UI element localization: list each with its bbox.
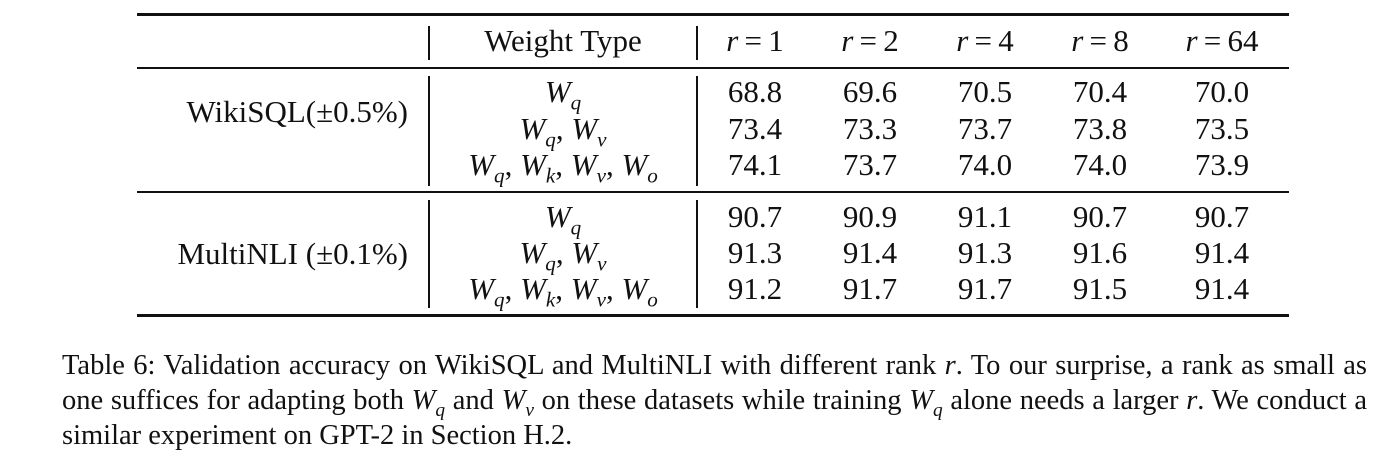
accuracy-value: 74.1	[727, 147, 783, 182]
weight-type-cell: Wq, Wv	[519, 235, 607, 276]
accuracy-value: 73.9	[1194, 147, 1250, 182]
accuracy-value: 70.0	[1194, 74, 1250, 109]
accuracy-value: 91.6	[1072, 235, 1128, 270]
group2-separator-left	[428, 200, 430, 308]
dataset-label: MultiNLI (±0.1%)	[177, 236, 408, 271]
weight-type-header: Weight Type	[484, 23, 642, 58]
rank-variable: r	[726, 23, 739, 58]
rank-header-64: r = 64	[1185, 23, 1259, 58]
accuracy-value: 73.7	[842, 147, 898, 182]
weight-type-cell: Wq	[544, 74, 582, 115]
table-header-rule	[137, 67, 1289, 69]
caption-text-2: . To our surprise, a rank as small as on…	[62, 350, 1367, 416]
caption-text-4: on these datasets while training	[541, 385, 902, 416]
header-separator-right	[696, 26, 698, 60]
group1-separator-right	[696, 76, 698, 186]
rank-header-4: r = 4	[956, 23, 1014, 58]
rank-variable: r	[841, 23, 854, 58]
accuracy-value: 91.4	[1194, 235, 1250, 270]
accuracy-value: 73.4	[727, 111, 783, 146]
table-bottom-rule	[137, 314, 1289, 317]
accuracy-value: 90.7	[1194, 199, 1250, 234]
rank-variable: r	[1185, 23, 1198, 58]
caption-text-5: alone needs a larger	[950, 385, 1179, 416]
accuracy-value: 91.2	[727, 271, 783, 306]
dataset-label: WikiSQL(±0.5%)	[186, 94, 408, 129]
caption-var-r: r	[944, 350, 956, 381]
accuracy-value: 90.9	[842, 199, 898, 234]
accuracy-value: 91.4	[1194, 271, 1250, 306]
accuracy-value: 91.3	[957, 235, 1013, 270]
rank-variable: r	[956, 23, 969, 58]
weight-type-cell: Wq, Wk, Wv, Wo	[468, 271, 658, 312]
rank-value: 64	[1227, 23, 1259, 58]
caption-wq-1: Wq	[411, 385, 446, 421]
rank-header-8: r = 8	[1071, 23, 1129, 58]
rank-header-1: r = 1	[726, 23, 784, 58]
weight-type-cell: Wq, Wk, Wv, Wo	[468, 147, 658, 188]
accuracy-value: 91.4	[842, 235, 898, 270]
accuracy-value: 69.6	[842, 74, 898, 109]
weight-type-cell: Wq	[544, 199, 582, 240]
table-caption: Table 6: Validation accuracy on WikiSQL …	[62, 348, 1367, 453]
accuracy-value: 91.5	[1072, 271, 1128, 306]
weight-type-cell: Wq, Wv	[519, 111, 607, 152]
accuracy-value: 73.3	[842, 111, 898, 146]
caption-wv: Wv	[501, 385, 534, 421]
rank-header-2: r = 2	[841, 23, 899, 58]
caption-text-1: Validation accuracy on WikiSQL and Multi…	[163, 350, 937, 381]
accuracy-value: 70.5	[957, 74, 1013, 109]
rank-value: 4	[998, 23, 1014, 58]
rank-variable: r	[1071, 23, 1084, 58]
rank-value: 2	[883, 23, 899, 58]
rank-value: 1	[768, 23, 784, 58]
header-separator-left	[428, 26, 430, 60]
accuracy-value: 68.8	[727, 74, 783, 109]
caption-text-6: . We conduct a similar experiment on GPT…	[62, 385, 1368, 451]
caption-text-3: and	[452, 385, 494, 416]
table-top-rule	[137, 13, 1289, 16]
group1-separator-left	[428, 76, 430, 186]
caption-label: Table 6:	[62, 350, 156, 381]
accuracy-value: 74.0	[957, 147, 1013, 182]
accuracy-value: 73.5	[1194, 111, 1250, 146]
accuracy-value: 91.1	[957, 199, 1013, 234]
caption-wq-2: Wq	[909, 385, 943, 421]
accuracy-value: 90.7	[727, 199, 783, 234]
accuracy-value: 90.7	[1072, 199, 1128, 234]
accuracy-value: 73.8	[1072, 111, 1128, 146]
accuracy-value: 91.7	[842, 271, 898, 306]
accuracy-value: 70.4	[1072, 74, 1128, 109]
caption-var-r-2: r	[1186, 385, 1198, 416]
rank-value: 8	[1113, 23, 1129, 58]
accuracy-value: 91.3	[727, 235, 783, 270]
group2-separator-right	[696, 200, 698, 308]
table-mid-rule	[137, 191, 1289, 193]
accuracy-value: 73.7	[957, 111, 1013, 146]
accuracy-value: 91.7	[957, 271, 1013, 306]
accuracy-value: 74.0	[1072, 147, 1128, 182]
